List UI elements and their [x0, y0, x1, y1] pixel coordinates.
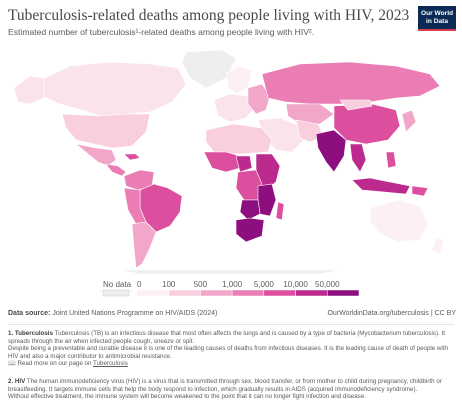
- country-philippines[interactable]: [385, 151, 397, 169]
- legend-bin[interactable]: [168, 289, 201, 297]
- tuberculosis-link[interactable]: Tuberculosis: [93, 360, 128, 368]
- region-western-europe[interactable]: [213, 93, 257, 123]
- legend-tick-label: 500: [194, 280, 208, 289]
- logo-line-2: in Data: [426, 18, 448, 25]
- footnote-tb-term: Tuberculosis: [14, 330, 53, 337]
- credit-line[interactable]: OurWorldinData.org/tuberculosis | CC BY: [327, 310, 456, 317]
- country-indonesia[interactable]: [351, 177, 411, 195]
- footnote-tb-link-prefix: Read more on our page on: [17, 360, 92, 368]
- divider: [8, 324, 454, 325]
- country-nigeria[interactable]: [235, 155, 253, 173]
- footnote-tb-text: Tuberculosis (TB) is an infectious disea…: [8, 330, 445, 345]
- region-west-africa[interactable]: [203, 151, 241, 173]
- footnote-hiv: 2. HIV The human immunodeficiency virus …: [8, 378, 458, 401]
- country-australia[interactable]: [369, 199, 429, 243]
- country-alaska[interactable]: [13, 75, 45, 105]
- legend-tick-label: 1,000: [222, 280, 243, 289]
- country-myanmar-thailand[interactable]: [349, 143, 367, 173]
- legend-tick-label: 10,000: [283, 280, 308, 289]
- data-source-label: Data source:: [8, 310, 51, 317]
- country-mexico[interactable]: [75, 143, 117, 167]
- footnote-tb-number: 1.: [8, 330, 14, 337]
- legend-bin[interactable]: [231, 289, 265, 297]
- country-madagascar[interactable]: [275, 201, 285, 221]
- country-papua-new-guinea[interactable]: [411, 185, 429, 197]
- footnote-hiv-text-2: Without effective treatment, the immune …: [8, 393, 366, 401]
- region-north-africa[interactable]: [205, 123, 273, 155]
- data-source: Data source: Joint United Nations Progra…: [8, 310, 217, 317]
- data-source-text[interactable]: Joint United Nations Programme on HIV/AI…: [52, 310, 218, 317]
- chart-subtitle: Estimated number of tuberculosis¹-relate…: [8, 27, 315, 37]
- book-icon: 📖: [8, 360, 16, 368]
- country-new-zealand[interactable]: [431, 237, 445, 255]
- footnote-tb-text-2: Despite being a preventable and curable …: [8, 345, 448, 360]
- country-mongolia[interactable]: [339, 99, 373, 111]
- legend-tick-label: 100: [162, 280, 176, 289]
- region-central-asia[interactable]: [285, 103, 335, 125]
- country-argentina-chile[interactable]: [131, 221, 157, 269]
- country-china[interactable]: [333, 103, 401, 145]
- legend-bin[interactable]: [263, 289, 296, 297]
- country-tanzania-mozambique[interactable]: [257, 183, 277, 217]
- legend-no-data-label: No data: [103, 280, 132, 289]
- country-greenland[interactable]: [181, 49, 237, 89]
- legend-bin[interactable]: [200, 289, 233, 297]
- country-canada[interactable]: [39, 61, 187, 117]
- country-usa[interactable]: [61, 113, 151, 149]
- footnote-hiv-text: The human immunodeficiency virus (HIV) i…: [8, 378, 442, 393]
- legend-tick-label: 0: [137, 280, 142, 289]
- legend-no-data-swatch[interactable]: [102, 289, 130, 297]
- legend-bin[interactable]: [295, 289, 328, 297]
- country-antarctica[interactable]: [119, 269, 341, 274]
- logo-line-1: Our World: [420, 10, 454, 17]
- footnote-hiv-term: HIV: [14, 378, 26, 385]
- legend-bin[interactable]: [327, 289, 360, 297]
- region-central-america[interactable]: [105, 163, 127, 177]
- color-legend: No data 0 100 500 1,000 5,000 10,000 50,000: [102, 280, 360, 297]
- world-map[interactable]: [0, 44, 462, 274]
- footnote-hiv-number: 2.: [8, 378, 14, 385]
- legend-tick-label: 5,000: [254, 280, 275, 289]
- region-caribbean[interactable]: [123, 153, 141, 161]
- country-russia[interactable]: [261, 61, 441, 105]
- country-india[interactable]: [315, 129, 347, 173]
- legend-tick-label: 50,000: [315, 280, 340, 289]
- country-south-africa[interactable]: [235, 217, 265, 243]
- region-eastern-europe[interactable]: [247, 83, 271, 115]
- chart-title: Tuberculosis-related deaths among people…: [8, 7, 410, 24]
- country-zambia-zimbabwe[interactable]: [239, 199, 261, 221]
- legend-bin[interactable]: [136, 289, 169, 297]
- country-japan-korea[interactable]: [401, 109, 417, 133]
- owid-logo[interactable]: Our World in Data: [418, 6, 456, 31]
- footnote-tuberculosis: 1. Tuberculosis Tuberculosis (TB) is an …: [8, 330, 458, 368]
